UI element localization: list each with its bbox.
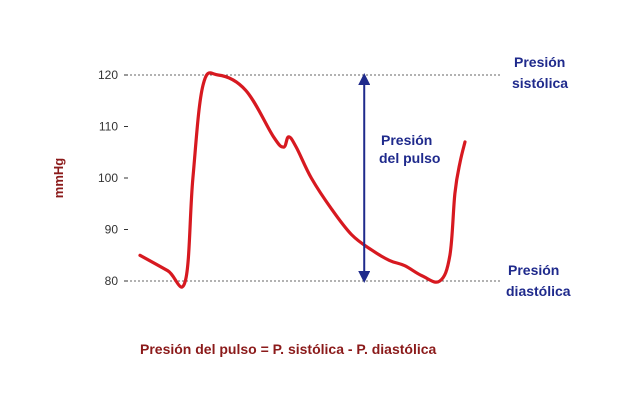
y-tick-label: 120	[98, 68, 118, 82]
systolic-label-line2: sistólica	[512, 75, 568, 91]
formula-caption: Presión del pulso = P. sistólica - P. di…	[140, 341, 437, 357]
reference-lines	[130, 74, 500, 282]
diastolic-label-line1: Presión	[508, 262, 559, 278]
pressure-curve	[138, 71, 467, 289]
systolic-label-line1: Presión	[514, 54, 565, 70]
pulse-label-line1: Presión	[381, 132, 432, 148]
y-tick-label: 110	[99, 120, 118, 134]
y-tick-label: 100	[98, 171, 118, 185]
y-axis-label: mmHg	[51, 158, 66, 199]
pulse-label-line2: del pulso	[379, 150, 440, 166]
diastolic-label-line2: diastólica	[506, 283, 571, 299]
y-tick-label: 90	[105, 223, 119, 237]
y-tick-label: 80	[105, 274, 119, 288]
y-axis: 80 90 100 110 120	[98, 68, 128, 288]
